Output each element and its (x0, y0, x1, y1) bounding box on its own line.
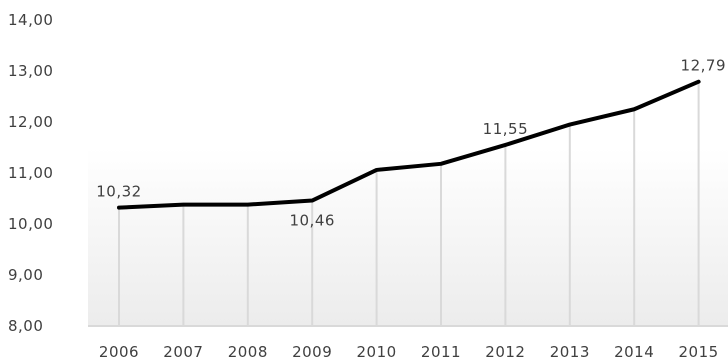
y-tick-label: 8,00 (8, 317, 43, 335)
y-tick-label: 13,00 (8, 62, 53, 80)
y-tick-label: 12,00 (8, 113, 53, 131)
y-tick-label: 11,00 (8, 164, 53, 182)
x-tick-label-2008: 2008 (228, 343, 268, 360)
x-tick-label-2012: 2012 (485, 343, 525, 360)
x-tick-label-2006: 2006 (99, 343, 139, 360)
x-tick-label-2010: 2010 (357, 343, 397, 360)
y-tick-label: 9,00 (8, 266, 43, 284)
x-tick-label-2009: 2009 (292, 343, 332, 360)
x-tick-label-2013: 2013 (550, 343, 590, 360)
plot-area-background (88, 147, 728, 326)
x-tick-label-2007: 2007 (163, 343, 203, 360)
x-tick-label-2014: 2014 (614, 343, 654, 360)
x-tick-label-2011: 2011 (421, 343, 461, 360)
data-label-2015: 12,79 (681, 57, 726, 75)
series-line (117, 79, 701, 210)
data-label-2006: 10,32 (96, 183, 141, 201)
data-label-2012: 11,55 (483, 120, 528, 138)
data-label-2009: 10,46 (289, 212, 334, 230)
y-tick-label: 14,00 (8, 11, 53, 29)
y-tick-label: 10,00 (8, 215, 53, 233)
x-tick-label-2015: 2015 (679, 343, 719, 360)
